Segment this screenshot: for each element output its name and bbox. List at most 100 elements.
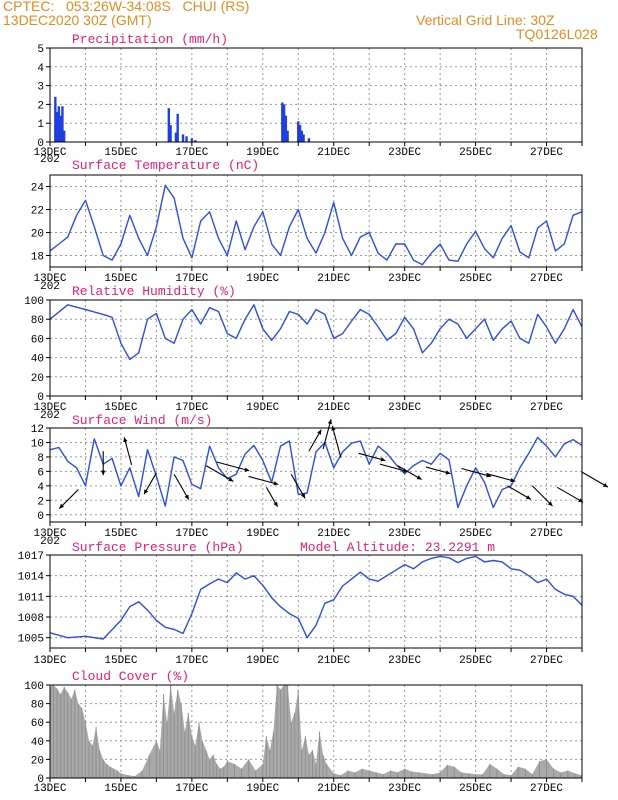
y-tick-label: 20 bbox=[31, 755, 44, 767]
panel-pres bbox=[46, 554, 583, 652]
wind-arrow-head bbox=[59, 503, 64, 509]
y-tick-label: 40 bbox=[31, 737, 44, 749]
wind-arrow-head bbox=[273, 501, 278, 507]
x-tick-label: 27DEC bbox=[530, 528, 563, 540]
precip-bar bbox=[190, 138, 194, 142]
y-tick-label: 8 bbox=[37, 453, 44, 465]
wind-arrow-head bbox=[300, 493, 305, 499]
wind-arrow-head bbox=[144, 489, 149, 495]
y-tick-label: 1 bbox=[37, 119, 44, 131]
precip-bar bbox=[61, 106, 64, 142]
panel-frame bbox=[49, 554, 583, 649]
precip-bar bbox=[281, 102, 284, 142]
x-tick-label: 25DEC bbox=[459, 528, 492, 540]
x-tick-label: 27DEC bbox=[530, 273, 563, 285]
panel-subtitle: Model Altitude: 23.2291 m bbox=[300, 540, 495, 555]
x-tick-label: 13DEC bbox=[33, 402, 66, 414]
x-tick-label: 15DEC bbox=[104, 147, 137, 159]
wind-arrow-shaft bbox=[461, 467, 492, 477]
precip-bar bbox=[284, 115, 288, 142]
x-tick-label: 13DEC bbox=[33, 273, 66, 285]
x-tick-label: 23DEC bbox=[388, 655, 421, 667]
wind-arrow-shaft bbox=[173, 474, 190, 500]
y-tick-label: 6 bbox=[37, 467, 44, 479]
y-tick-label: 1008 bbox=[18, 613, 44, 625]
wind-arrow-head bbox=[184, 494, 189, 500]
x-tick-label: 25DEC bbox=[459, 402, 492, 414]
y-tick-label: 10 bbox=[31, 438, 44, 450]
wind-arrow-head bbox=[547, 501, 553, 506]
header-station: CPTEC: 053:26W-34:08S CHUI (RS) bbox=[3, 0, 250, 14]
x-year-label-cut: 202 bbox=[40, 410, 60, 422]
precip-bar bbox=[298, 125, 302, 142]
wind-arrow-shaft bbox=[486, 473, 516, 482]
y-tick-label: 2 bbox=[37, 100, 44, 112]
y-tick-label: 4 bbox=[37, 482, 44, 494]
precip-bar bbox=[302, 134, 305, 142]
wind-arrow-head bbox=[317, 429, 322, 435]
panel-temp bbox=[46, 174, 583, 271]
y-tick-label: 60 bbox=[31, 334, 44, 346]
precip-bar bbox=[300, 130, 304, 142]
wind-arrow-head bbox=[123, 437, 128, 443]
y-tick-label: 5 bbox=[37, 44, 44, 56]
x-year-label-cut: 202 bbox=[40, 281, 60, 293]
precip-bar bbox=[54, 96, 57, 142]
x-tick-label: 21DEC bbox=[317, 528, 350, 540]
x-tick-label: 19DEC bbox=[246, 655, 279, 667]
series-precip bbox=[54, 96, 311, 142]
x-tick-label: 13DEC bbox=[33, 528, 66, 540]
x-year-label-cut: 202 bbox=[40, 536, 60, 548]
x-year-label-cut: 202 bbox=[40, 154, 60, 166]
wind-arrow-shaft bbox=[205, 465, 234, 482]
wind-arrow-shaft bbox=[123, 437, 133, 466]
x-tick-label: 15DEC bbox=[104, 528, 137, 540]
y-tick-label: 12 bbox=[31, 424, 44, 436]
precip-bar bbox=[62, 130, 66, 142]
x-tick-label: 17DEC bbox=[175, 147, 208, 159]
y-tick-label: 1005 bbox=[18, 634, 44, 646]
y-tick-label: 18 bbox=[31, 252, 44, 264]
precip-bar bbox=[194, 140, 197, 142]
wind-arrow-head bbox=[273, 481, 279, 486]
x-tick-label: 23DEC bbox=[388, 147, 421, 159]
x-tick-label: 23DEC bbox=[388, 402, 421, 414]
y-tick-label: 0 bbox=[37, 511, 44, 523]
y-tick-label: 24 bbox=[31, 183, 45, 195]
x-tick-label: 23DEC bbox=[388, 783, 421, 795]
x-tick-label: 13DEC bbox=[33, 783, 66, 795]
series-line-temp bbox=[50, 184, 582, 266]
precip-bar bbox=[307, 138, 311, 142]
precip-bar bbox=[181, 134, 185, 142]
x-tick-label: 15DEC bbox=[104, 655, 137, 667]
x-tick-label: 15DEC bbox=[104, 402, 137, 414]
x-tick-label: 15DEC bbox=[104, 783, 137, 795]
y-tick-label: 4 bbox=[37, 63, 44, 75]
x-tick-label: 23DEC bbox=[388, 273, 421, 285]
panel-title: Surface Wind (m/s) bbox=[72, 413, 212, 428]
y-tick-label: 0 bbox=[37, 138, 44, 150]
y-tick-label: 40 bbox=[31, 354, 44, 366]
x-tick-label: 21DEC bbox=[317, 783, 350, 795]
y-tick-label: 80 bbox=[31, 700, 44, 712]
series-line-wind bbox=[50, 436, 582, 509]
panel-title: Relative Humidity (%) bbox=[72, 284, 236, 299]
wind-arrow-head bbox=[603, 483, 608, 488]
precip-bar bbox=[282, 104, 286, 142]
x-tick-label: 13DEC bbox=[33, 655, 66, 667]
x-tick-label: 21DEC bbox=[317, 402, 350, 414]
precip-bar bbox=[59, 115, 62, 142]
wind-arrow-shaft bbox=[248, 475, 279, 485]
x-tick-label: 19DEC bbox=[246, 783, 279, 795]
wind-arrow-shaft bbox=[581, 471, 609, 488]
panel-title: Surface Pressure (hPa) bbox=[72, 540, 244, 555]
x-tick-label: 27DEC bbox=[530, 402, 563, 414]
x-tick-label: 19DEC bbox=[246, 402, 279, 414]
precip-bar bbox=[297, 121, 300, 142]
panel-title: Cloud Cover (%) bbox=[72, 669, 189, 684]
precip-bar bbox=[169, 125, 172, 142]
y-tick-label: 2 bbox=[37, 496, 44, 508]
x-tick-label: 13DEC bbox=[33, 147, 66, 159]
header-model-code: TQ0126L028 bbox=[516, 26, 598, 42]
